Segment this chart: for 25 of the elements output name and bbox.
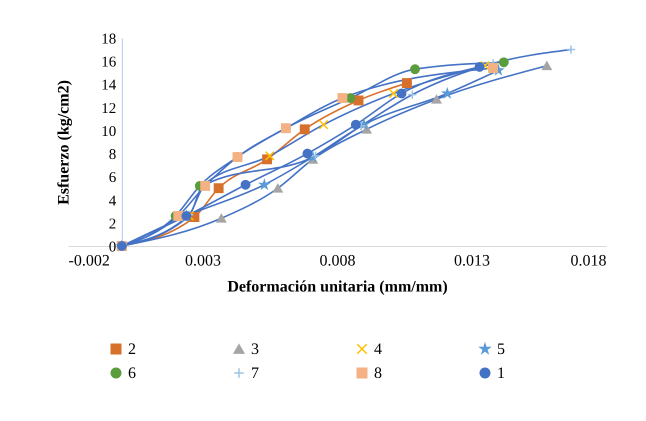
y-tick-label: 2 xyxy=(108,216,116,232)
y-tick-label: 14 xyxy=(101,78,117,94)
x-tick-label: -0.002 xyxy=(68,252,110,270)
legend-label: 7 xyxy=(251,365,259,382)
y-tick-label: 12 xyxy=(101,100,116,117)
x-tick-label: 0.013 xyxy=(454,252,490,270)
legend-label: 2 xyxy=(128,341,136,358)
x-axis-title: Deformación unitaria (mm/mm) xyxy=(227,278,448,296)
legend-label: 3 xyxy=(251,341,259,358)
legend-label: 8 xyxy=(374,365,382,382)
y-tick-label: 18 xyxy=(101,32,116,48)
legend-label: 6 xyxy=(128,365,136,382)
y-tick-label: 16 xyxy=(101,54,117,71)
y-tick-label: 8 xyxy=(108,147,116,164)
y-tick-label: 6 xyxy=(108,170,117,186)
y-axis-title: Esfuerzo (kg/cm2) xyxy=(55,80,72,205)
y-tick-label: 0 xyxy=(108,240,116,256)
legend-label: 4 xyxy=(374,341,382,358)
y-tick-label: 4 xyxy=(108,193,117,210)
x-tick-label: 0.003 xyxy=(185,252,221,270)
x-tick-label: 0.008 xyxy=(320,252,356,270)
y-tick-label: 10 xyxy=(101,124,116,140)
legend-label: 5 xyxy=(497,341,505,358)
legend-label: 1 xyxy=(497,365,505,382)
x-tick-label: 0.018 xyxy=(570,252,606,270)
